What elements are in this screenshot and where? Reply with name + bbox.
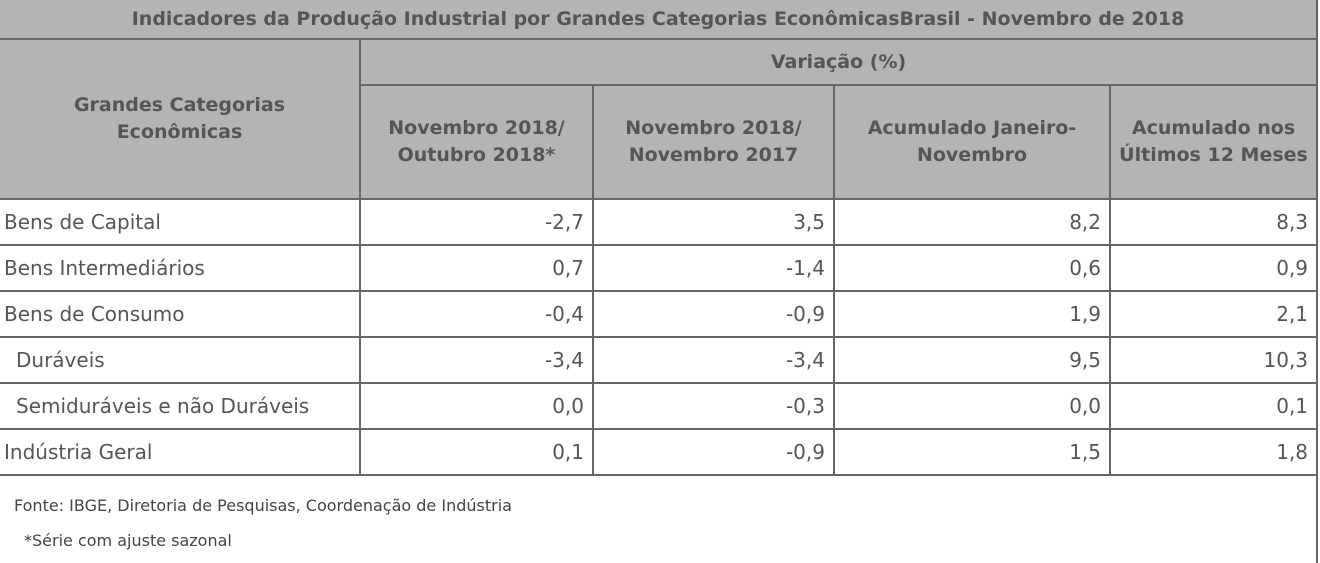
cell-value: 8,2	[833, 198, 1111, 246]
header-col-3: Acumulado Janeiro-Novembro	[833, 84, 1111, 200]
source-note: Fonte: IBGE, Diretoria de Pesquisas, Coo…	[14, 496, 512, 515]
cell-value: 0,6	[833, 244, 1111, 292]
row-label: Semiduráveis e não Duráveis	[0, 382, 361, 430]
cell-value: 10,3	[1108, 336, 1319, 384]
table-row: Semiduráveis e não Duráveis 0,0 -0,3 0,0 0,1	[0, 382, 1319, 430]
table-row: Bens Intermediários 0,7 -1,4 0,6 0,9	[0, 244, 1319, 292]
cell-value: 0,7	[359, 244, 594, 292]
cell-value: 0,0	[359, 382, 594, 430]
industrial-production-table: Indicadores da Produção Industrial por G…	[0, 0, 1319, 476]
header-col-4: Acumulado nos Últimos 12 Meses	[1108, 84, 1319, 200]
header-category: Grandes Categorias Econômicas	[0, 38, 361, 200]
cell-value: -3,4	[359, 336, 594, 384]
cell-value: 0,1	[359, 428, 594, 476]
header-variation: Variação (%)	[358, 38, 1319, 86]
cell-value: 0,9	[1108, 244, 1319, 292]
row-label: Duráveis	[0, 336, 361, 384]
cell-value: -2,7	[359, 198, 594, 246]
cell-value: 8,3	[1108, 198, 1319, 246]
cell-value: -0,3	[592, 382, 835, 430]
row-label: Indústria Geral	[0, 428, 361, 476]
table-row: Bens de Capital -2,7 3,5 8,2 8,3	[0, 198, 1319, 246]
cell-value: -3,4	[592, 336, 835, 384]
cell-value: -1,4	[592, 244, 835, 292]
row-label: Bens de Capital	[0, 198, 361, 246]
footnote: *Série com ajuste sazonal	[24, 531, 232, 550]
cell-value: 0,0	[833, 382, 1111, 430]
table-row: Duráveis -3,4 -3,4 9,5 10,3	[0, 336, 1319, 384]
row-label: Bens Intermediários	[0, 244, 361, 292]
cell-value: 2,1	[1108, 290, 1319, 338]
row-label: Bens de Consumo	[0, 290, 361, 338]
header-col-1: Novembro 2018/ Outubro 2018*	[359, 84, 594, 200]
cell-value: -0,9	[592, 290, 835, 338]
table-title: Indicadores da Produção Industrial por G…	[0, 0, 1319, 40]
cell-value: -0,4	[359, 290, 594, 338]
table-row: Indústria Geral 0,1 -0,9 1,5 1,8	[0, 428, 1319, 476]
cell-value: 9,5	[833, 336, 1111, 384]
cell-value: 0,1	[1108, 382, 1319, 430]
header-col-2: Novembro 2018/ Novembro 2017	[592, 84, 835, 200]
table-row: Bens de Consumo -0,4 -0,9 1,9 2,1	[0, 290, 1319, 338]
cell-value: 3,5	[592, 198, 835, 246]
cell-value: 1,5	[833, 428, 1111, 476]
cell-value: 1,9	[833, 290, 1111, 338]
cell-value: -0,9	[592, 428, 835, 476]
cell-value: 1,8	[1108, 428, 1319, 476]
